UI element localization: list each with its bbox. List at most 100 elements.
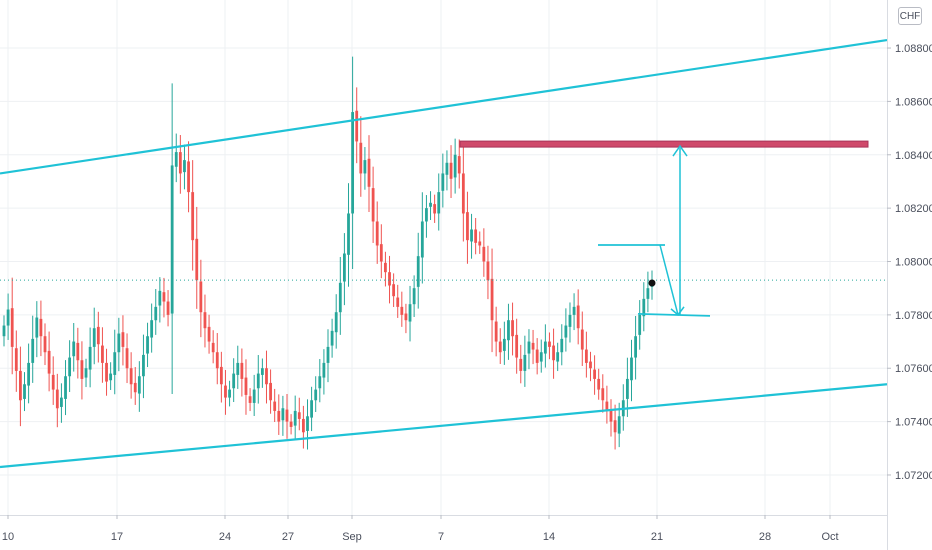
candle-body [80,360,84,379]
candle-body [117,333,121,353]
candle-body [60,397,63,407]
y-tick-label: 1.07600 [895,363,932,375]
candle-body [441,173,445,191]
channel-lower-line [0,383,888,469]
candle [330,318,334,358]
candle-body [228,389,231,398]
candle [101,327,104,383]
candle [457,139,461,189]
candle-body [589,361,592,369]
candle-body [379,244,383,262]
candle-body [334,312,338,333]
candle [584,331,588,378]
candle [466,191,469,264]
candle-body [392,284,396,297]
candle [232,358,236,402]
candle-body [47,350,51,374]
candle [244,359,248,415]
candle [265,350,268,404]
candle-body [314,389,318,401]
candle-body [289,421,293,427]
candle-body [507,320,510,341]
candle [429,191,432,221]
candle-body [355,110,359,142]
candle-body [490,278,494,321]
candle-body [453,154,457,178]
candle-body [498,341,502,353]
candle [564,308,568,352]
candle-body [396,297,400,307]
candle [35,301,39,358]
candle-body [642,298,646,317]
candle [527,329,531,370]
candle [646,271,650,313]
candle [19,346,22,427]
candle [437,173,441,231]
candle [326,329,330,383]
x-tick-label: Oct [821,531,838,543]
candle-body [445,162,449,175]
candle-body [531,342,535,350]
candle-body [219,366,223,385]
candle [560,324,564,366]
candle [322,349,326,395]
candle-body [174,152,178,167]
candle [482,228,486,277]
y-tick-label: 1.08200 [895,203,932,215]
candle [76,327,80,379]
candle-body [244,377,248,395]
candle [412,275,416,318]
candle-body [515,334,519,358]
candle [113,329,117,395]
candle [125,333,129,384]
candle [6,293,10,340]
candle-body [240,362,244,379]
candle [203,294,207,348]
candle [256,355,260,404]
candle [105,348,108,396]
candle [486,245,490,300]
candle [359,116,363,197]
candle-body [39,318,43,337]
candle-body [511,320,514,337]
candle [137,361,141,412]
candle-body [552,345,555,361]
candle-body [277,410,281,422]
candle [572,293,576,331]
y-tick-label: 1.07400 [895,417,932,429]
candle-body [601,388,605,401]
currency-badge[interactable]: CHF [898,7,922,25]
projection-base [637,312,711,317]
candle [150,303,154,353]
candle-body [593,369,596,379]
candle-body [96,326,100,345]
candle-body [35,317,39,338]
candle-body [191,192,195,241]
candle [14,330,18,392]
candle-body [158,290,162,306]
candle [392,273,396,307]
candle-body [523,354,527,371]
candle [301,405,305,449]
candle-body [359,142,363,174]
candle [260,358,264,388]
candle [519,344,523,384]
candle [187,141,190,213]
current-price-marker [648,279,656,287]
candle-body [347,213,350,255]
candle-body [10,308,14,347]
candle [248,388,252,412]
candle-body [343,253,346,282]
candle [568,302,572,343]
candle [293,395,297,440]
candle [306,399,309,450]
candle-body [338,282,342,313]
candle [461,142,465,242]
candle [470,213,473,259]
candle-body [375,221,379,246]
x-tick-label: 27 [282,531,294,543]
candle [64,360,67,416]
x-tick-label: 7 [438,531,444,543]
candle [548,332,551,360]
